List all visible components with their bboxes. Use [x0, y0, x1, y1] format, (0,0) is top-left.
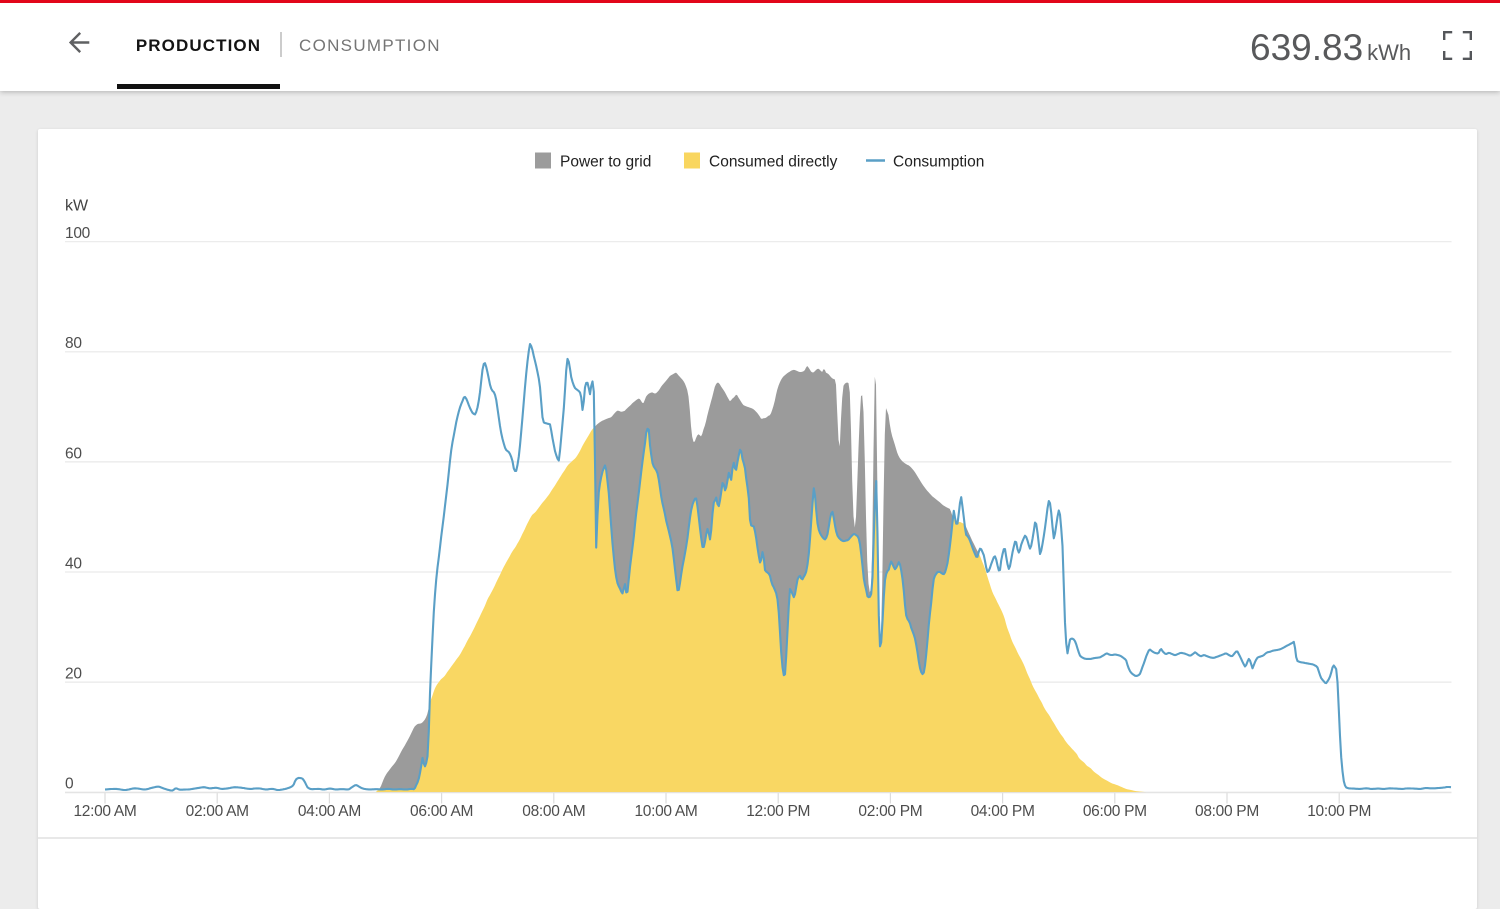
svg-text:10:00 AM: 10:00 AM	[634, 803, 697, 820]
svg-text:02:00 AM: 02:00 AM	[186, 803, 249, 820]
svg-text:40: 40	[65, 555, 82, 572]
svg-text:kW: kW	[65, 198, 89, 215]
svg-text:80: 80	[65, 335, 82, 352]
svg-text:0: 0	[65, 776, 74, 793]
svg-text:08:00 PM: 08:00 PM	[1195, 803, 1259, 820]
svg-text:10:00 PM: 10:00 PM	[1307, 803, 1371, 820]
svg-text:Consumed directly: Consumed directly	[709, 154, 838, 171]
svg-text:Consumption: Consumption	[893, 154, 984, 171]
svg-text:06:00 AM: 06:00 AM	[410, 803, 473, 820]
svg-text:12:00 AM: 12:00 AM	[73, 803, 136, 820]
svg-text:08:00 AM: 08:00 AM	[522, 803, 585, 820]
svg-text:04:00 AM: 04:00 AM	[298, 803, 361, 820]
svg-text:04:00 PM: 04:00 PM	[971, 803, 1035, 820]
svg-text:12:00 PM: 12:00 PM	[746, 803, 810, 820]
svg-text:60: 60	[65, 445, 82, 462]
svg-text:Power to grid: Power to grid	[560, 154, 651, 171]
svg-text:100: 100	[65, 225, 91, 242]
svg-text:06:00 PM: 06:00 PM	[1083, 803, 1147, 820]
svg-text:02:00 PM: 02:00 PM	[858, 803, 922, 820]
svg-text:20: 20	[65, 666, 82, 683]
